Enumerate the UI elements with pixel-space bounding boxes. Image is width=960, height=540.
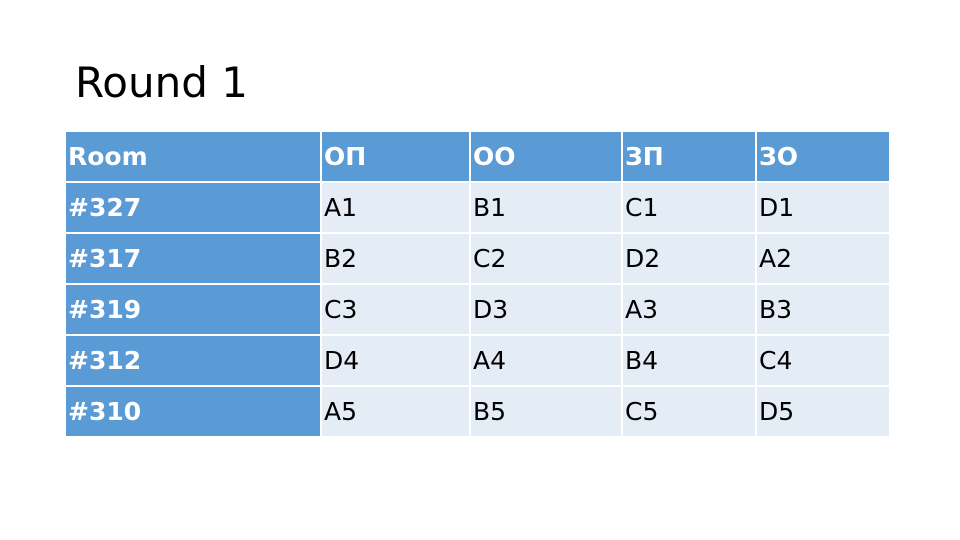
table: Room ОП ОО ЗП ЗО #327 A1 B1 C1 D1 #317 B2 C2 D2 A2 #319… — [64, 130, 891, 438]
table-cell: A3 — [623, 285, 755, 334]
table-cell: #327 — [66, 183, 320, 232]
table-row: #327 A1 B1 C1 D1 — [66, 183, 889, 232]
table-cell: D4 — [322, 336, 469, 385]
table-cell: D1 — [757, 183, 889, 232]
table-row: #317 B2 C2 D2 A2 — [66, 234, 889, 283]
table-cell: #317 — [66, 234, 320, 283]
table-row: #310 A5 B5 C5 D5 — [66, 387, 889, 436]
table-cell: A2 — [757, 234, 889, 283]
table-cell: B4 — [623, 336, 755, 385]
header-cell: Room — [66, 132, 320, 181]
table-cell: #310 — [66, 387, 320, 436]
title: Round 1 — [75, 58, 248, 107]
table-cell: D2 — [623, 234, 755, 283]
table-cell: C1 — [623, 183, 755, 232]
table-cell: C5 — [623, 387, 755, 436]
table-cell: A1 — [322, 183, 469, 232]
header-cell: ЗП — [623, 132, 755, 181]
table-cell: D3 — [471, 285, 621, 334]
table-cell: C3 — [322, 285, 469, 334]
table-cell: #319 — [66, 285, 320, 334]
table-cell: B5 — [471, 387, 621, 436]
table-cell: B2 — [322, 234, 469, 283]
table-cell: A5 — [322, 387, 469, 436]
table-cell: D5 — [757, 387, 889, 436]
table-row: #312 D4 A4 B4 C4 — [66, 336, 889, 385]
table-row: Room ОП ОО ЗП ЗО — [66, 132, 889, 181]
table-cell: B3 — [757, 285, 889, 334]
header-cell: ОП — [322, 132, 469, 181]
table-cell: C4 — [757, 336, 889, 385]
table-cell: #312 — [66, 336, 320, 385]
header-cell: ОО — [471, 132, 621, 181]
table-row: #319 C3 D3 A3 B3 — [66, 285, 889, 334]
table-cell: C2 — [471, 234, 621, 283]
table-cell: B1 — [471, 183, 621, 232]
table-cell: A4 — [471, 336, 621, 385]
header-cell: ЗО — [757, 132, 889, 181]
